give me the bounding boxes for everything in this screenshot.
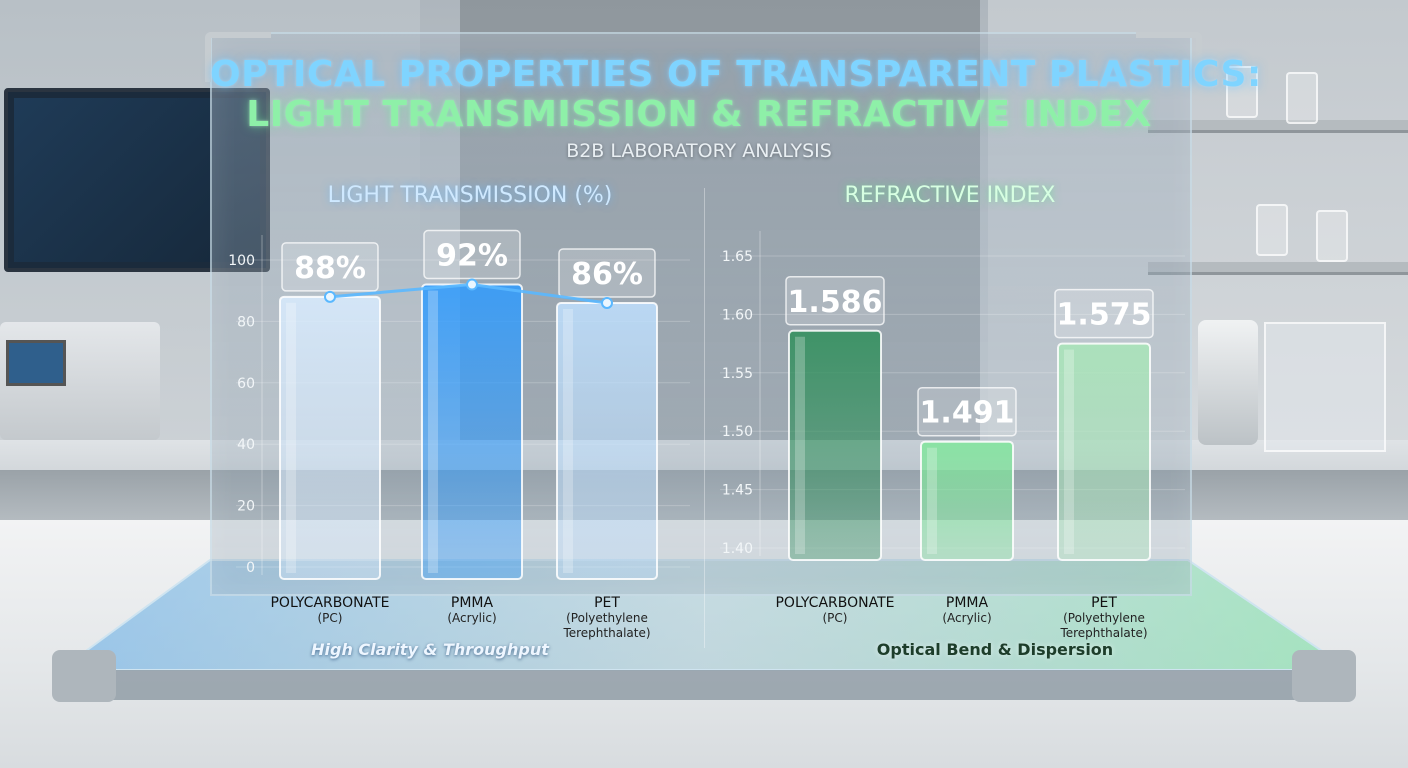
panel-bracket-right <box>1136 32 1202 82</box>
y-tick-label: 40 <box>237 437 255 453</box>
panel-bracket-left <box>205 32 271 82</box>
x-tick-sublabel: Terephthalate) <box>1059 626 1147 640</box>
shelf-middle <box>1148 262 1408 275</box>
x-tick-label: PMMA <box>946 595 989 611</box>
glass-beaker <box>1226 66 1258 118</box>
y-tick-label: 100 <box>228 253 255 269</box>
glass-beaker <box>1286 72 1318 124</box>
data-label: 88% <box>294 251 366 286</box>
chart-title-transmission: LIGHT TRANSMISSION (%) <box>327 183 613 208</box>
caption-transmission: High Clarity & Throughput <box>311 640 549 659</box>
data-label-box <box>917 386 1017 437</box>
x-tick-label: PMMA <box>451 595 494 611</box>
data-label-box <box>558 248 656 298</box>
data-label: 1.586 <box>788 285 883 320</box>
page-title-line1: OPTICAL PROPERTIES OF TRANSPARENT PLASTI… <box>210 54 1262 95</box>
bar-highlight <box>795 336 805 554</box>
glass-flask <box>1316 210 1348 262</box>
bar-highlight <box>927 447 937 554</box>
bar <box>920 440 1014 562</box>
bar-highlight <box>428 290 438 573</box>
analytical-balance <box>1264 322 1386 452</box>
x-tick-sublabel: (PC) <box>823 611 848 625</box>
x-tick-sublabel: (Acrylic) <box>447 611 496 625</box>
lab-monitor <box>4 88 270 272</box>
y-tick-label: 1.55 <box>722 366 753 382</box>
y-tick-label: 1.60 <box>722 307 753 323</box>
data-label: 1.491 <box>920 396 1015 431</box>
background-door <box>460 0 980 520</box>
x-tick-label: POLYCARBONATE <box>775 595 894 611</box>
microscope <box>1198 320 1258 445</box>
bar <box>788 329 882 562</box>
series-point <box>324 290 336 303</box>
bar-highlight <box>1064 349 1074 554</box>
x-tick-sublabel: (PC) <box>318 611 343 625</box>
x-tick-sublabel: (Polyethylene <box>566 611 648 625</box>
page-subtitle: B2B LABORATORY ANALYSIS <box>566 140 832 162</box>
series-point <box>601 296 613 309</box>
series-point <box>466 278 478 291</box>
x-tick-label: PET <box>1091 595 1117 611</box>
page-title-line2: LIGHT TRANSMISSION & REFRACTIVE INDEX <box>246 94 1152 135</box>
y-tick-label: 0 <box>246 560 255 576</box>
y-tick-label: 60 <box>237 376 255 392</box>
x-tick-label: POLYCARBONATE <box>270 595 389 611</box>
chart-title-refractive: REFRACTIVE INDEX <box>844 183 1056 208</box>
chart-divider <box>704 188 705 648</box>
x-tick-label: PET <box>594 595 620 611</box>
y-tick-label: 1.50 <box>722 424 753 440</box>
bar <box>1057 342 1151 561</box>
data-label: 92% <box>436 239 508 274</box>
lab-instrument <box>0 322 160 440</box>
caption-refractive: Optical Bend & Dispersion <box>876 640 1114 659</box>
glass-flask <box>1256 204 1288 256</box>
bar-highlight <box>286 302 296 573</box>
x-tick-sublabel: Terephthalate) <box>562 626 650 640</box>
data-label: 86% <box>571 257 643 292</box>
x-tick-sublabel: (Acrylic) <box>942 611 991 625</box>
y-tick-label: 1.45 <box>722 483 753 499</box>
data-label-box <box>1054 288 1154 339</box>
shelf-top <box>1148 120 1408 133</box>
data-label: 1.575 <box>1057 298 1152 333</box>
x-tick-sublabel: (Polyethylene <box>1063 611 1145 625</box>
background-cabinets <box>0 470 1408 520</box>
data-label-box <box>785 276 885 326</box>
bar-highlight <box>563 308 573 573</box>
y-tick-label: 1.40 <box>722 541 753 557</box>
y-tick-label: 80 <box>237 314 255 330</box>
y-tick-label: 20 <box>237 499 255 515</box>
y-tick-label: 1.65 <box>722 249 753 265</box>
